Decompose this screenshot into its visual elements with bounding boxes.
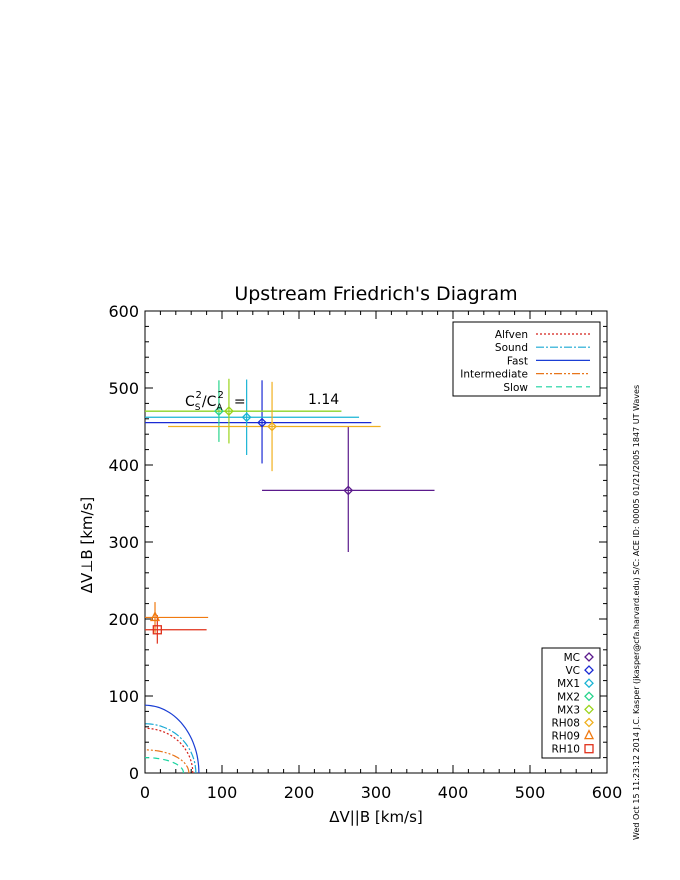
ratio-cs-sub: S: [195, 403, 201, 413]
x-tick-label: 400: [438, 783, 469, 802]
wave-legend-label: Slow: [503, 382, 528, 394]
method-legend-marker-mx1: [584, 678, 594, 689]
x-tick-label: 200: [284, 783, 315, 802]
wave-speed-curves: [144, 704, 200, 774]
y-tick-label: 500: [108, 379, 139, 398]
wave-legend-box: [452, 321, 601, 397]
data-markers: [149, 406, 354, 635]
wave-legend-label: Intermediate: [460, 369, 528, 381]
method-legend-label: VC: [565, 665, 580, 677]
marker-mx3: [224, 406, 234, 417]
x-tick-label: 600: [592, 783, 623, 802]
svg-text:CS2/CA2=: CS2/CA2 =: [185, 390, 246, 413]
sound-alfven-ratio-label: CS2/CA2 = 1.14: [185, 390, 339, 413]
side-annotation: Wed Oct 15 11:23:12 2014 J.C. Kasper (jk…: [632, 385, 641, 840]
wave-legend-label: Alfven: [495, 329, 528, 341]
method-legend-marker-rh08: [584, 717, 594, 728]
y-tick-label: 0: [129, 764, 139, 783]
method-legend-label: MX1: [557, 678, 580, 690]
marker-mx1: [241, 412, 252, 423]
x-tick-label: 100: [207, 783, 238, 802]
ratio-equals: =: [234, 394, 246, 410]
y-tick-label: 200: [108, 610, 139, 629]
marker-rh09: [149, 611, 161, 622]
curve-slow: [145, 756, 185, 774]
method-legend-marker-mc: [584, 652, 594, 662]
method-legend-label: RH09: [551, 731, 580, 743]
curve-sound: [144, 723, 197, 773]
ratio-cs: C: [185, 394, 195, 410]
error-bars: [145, 378, 435, 644]
x-tick-label: 300: [361, 783, 392, 802]
x-axis-label: ΔV||B [km/s]: [329, 808, 423, 826]
method-legend-box: [541, 647, 601, 759]
chart-title: Upstream Friedrich's Diagram: [234, 283, 517, 305]
x-axis-ticks: 0 100 200 300 400 500 600: [140, 311, 622, 802]
y-tick-label: 400: [108, 456, 139, 475]
ratio-cs-sup: 2: [196, 390, 202, 401]
x-tick-label: 500: [515, 783, 546, 802]
ratio-ca-sub: A: [216, 403, 223, 413]
wave-legend-label: Sound: [495, 342, 528, 354]
curve-fast: [144, 704, 200, 774]
y-axis-label: ΔV⊥B [km/s]: [78, 497, 96, 594]
ratio-slash: /: [202, 394, 207, 410]
method-legend-label: RH10: [551, 744, 580, 756]
method-legend-marker-rh09: [583, 729, 595, 740]
x-tick-label: 0: [140, 783, 150, 802]
y-tick-label: 300: [108, 533, 139, 552]
y-tick-label: 600: [108, 302, 139, 321]
method-legend-label: MX3: [557, 704, 580, 716]
method-legend-marker-mx3: [584, 704, 594, 715]
curve-intermediate: [145, 749, 190, 774]
side-annotation-text: Wed Oct 15 11:23:12 2014 J.C. Kasper (jk…: [632, 385, 641, 840]
method-legend-label: RH08: [551, 718, 580, 730]
method-legend-label: MX2: [557, 691, 580, 703]
method-legend-marker-rh10: [584, 744, 594, 754]
marker-rh08: [267, 421, 277, 432]
y-tick-label: 100: [108, 687, 139, 706]
method-legend-marker-vc: [584, 665, 594, 676]
ratio-ca-sup: 2: [218, 390, 224, 401]
method-legend-marker-mx2: [584, 691, 594, 702]
marker-mx2: [214, 406, 224, 417]
ratio-value: 1.14: [308, 392, 339, 408]
method-legend-label: MC: [564, 652, 580, 664]
marker-vc: [257, 417, 267, 428]
y-axis-ticks: 0 100 200 300 400 500 600: [108, 302, 607, 783]
marker-rh10: [152, 625, 162, 635]
ratio-ca: C: [207, 394, 217, 410]
curve-alfven: [144, 727, 194, 773]
marker-mc: [343, 485, 354, 496]
wave-legend-label: Fast: [507, 355, 528, 367]
